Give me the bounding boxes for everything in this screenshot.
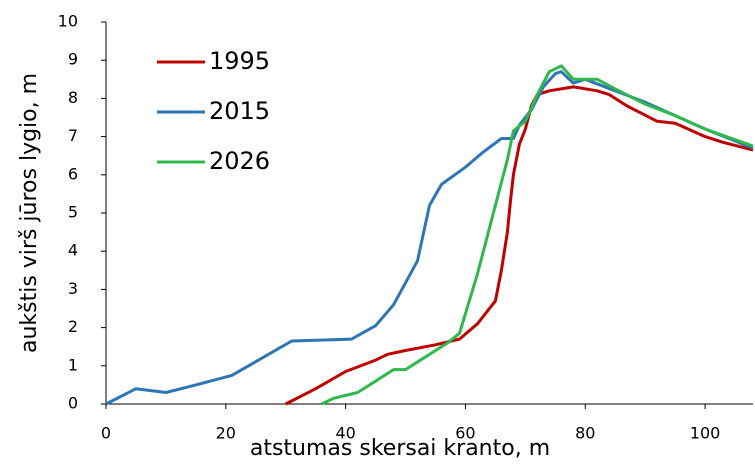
y-tick-label: 6 (68, 164, 78, 183)
data-line (321, 64, 754, 406)
x-tick-label: 80 (575, 424, 595, 443)
data-line (285, 85, 754, 406)
y-tick-label: 2 (68, 317, 78, 336)
x-tick-label: 60 (455, 424, 475, 443)
x-tick-label: 0 (101, 424, 111, 443)
x-tick-label: 100 (690, 424, 721, 443)
y-tick-label: 10 (58, 12, 78, 31)
legend-label: 2026 (209, 147, 270, 175)
legend-label: 2015 (209, 97, 270, 125)
y-tick-label: 4 (68, 241, 78, 260)
y-axis-label: aukštis virš jūros lygio, m (17, 73, 42, 353)
x-tick-label: 20 (216, 424, 236, 443)
y-tick-label: 0 (68, 394, 78, 413)
x-axis-label: atstumas skersai kranto, m (250, 436, 550, 461)
y-tick-label: 3 (68, 279, 78, 298)
data-line (105, 70, 754, 406)
y-tick-label: 5 (68, 203, 78, 222)
y-tick-label: 7 (68, 126, 78, 145)
legend-label: 1995 (209, 47, 270, 75)
y-tick-label: 1 (68, 355, 78, 374)
y-tick-label: 9 (68, 50, 78, 69)
y-tick-label: 8 (68, 88, 78, 107)
x-tick-label: 40 (335, 424, 355, 443)
